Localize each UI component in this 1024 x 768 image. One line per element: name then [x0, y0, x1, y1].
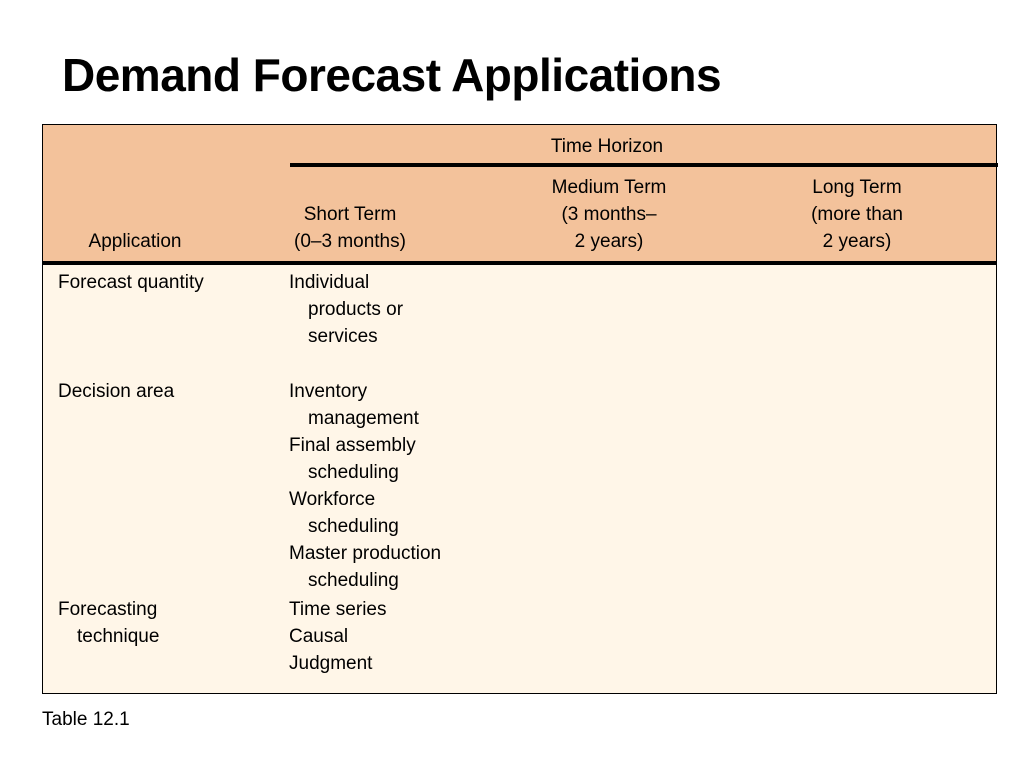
column-header-line: (3 months– — [561, 204, 657, 225]
column-header-line: 2 years) — [822, 231, 892, 252]
column-header-line: Medium Term — [551, 177, 667, 198]
cell-line: management — [308, 408, 419, 429]
cell-line: Final assembly — [289, 435, 416, 456]
forecast-applications-table: Time Horizon Application Short Term (0–3… — [42, 124, 998, 694]
column-header-line: (more than — [811, 204, 903, 225]
table-row-application-decision-area: Decision area — [58, 378, 174, 405]
cell-line: Workforce — [289, 489, 376, 510]
column-header-long-term: Long Term (more than 2 years) — [773, 174, 941, 255]
column-header-line: 2 years) — [574, 231, 644, 252]
table-row-short-term-forecasting-technique: Time series Causal Judgment — [289, 596, 386, 677]
cell-line: Inventory — [289, 381, 368, 402]
column-header-line: Short Term — [303, 204, 397, 225]
row-label-line: Forecast quantity — [58, 272, 204, 293]
table-row-short-term-forecast-quantity: Individual products or services — [289, 269, 403, 350]
table-row-application-forecasting-technique: Forecasting technique — [58, 596, 159, 650]
cell-line: Time series — [289, 599, 387, 620]
time-horizon-header: Time Horizon — [550, 136, 664, 157]
cell-line: Individual — [289, 272, 370, 293]
column-header-application: Application — [88, 231, 182, 252]
header-bottom-rule — [43, 261, 996, 265]
table-row-application-forecast-quantity: Forecast quantity — [58, 269, 204, 296]
cell-line: scheduling — [308, 516, 399, 537]
cell-line: Judgment — [289, 653, 373, 674]
column-header-line: Long Term — [812, 177, 902, 198]
row-label-line: Decision area — [58, 381, 175, 402]
column-header-medium-term: Medium Term (3 months– 2 years) — [519, 174, 699, 255]
time-horizon-rule — [290, 163, 998, 167]
slide-title: Demand Forecast Applications — [62, 49, 722, 101]
column-header-short-term: Short Term (0–3 months) — [276, 201, 424, 255]
cell-line: services — [308, 326, 378, 347]
table-row-short-term-decision-area: Inventory management Final assembly sche… — [289, 378, 441, 594]
cell-line: Causal — [289, 626, 349, 647]
cell-line: scheduling — [308, 462, 399, 483]
cell-line: products or — [308, 299, 404, 320]
table-header-band — [43, 125, 996, 261]
column-header-line: (0–3 months) — [294, 231, 406, 252]
cell-line: scheduling — [308, 570, 399, 591]
table-caption: Table 12.1 — [42, 709, 130, 730]
row-label-line: Forecasting — [58, 599, 158, 620]
row-label-line: technique — [77, 626, 160, 647]
cell-line: Master production — [289, 543, 442, 564]
